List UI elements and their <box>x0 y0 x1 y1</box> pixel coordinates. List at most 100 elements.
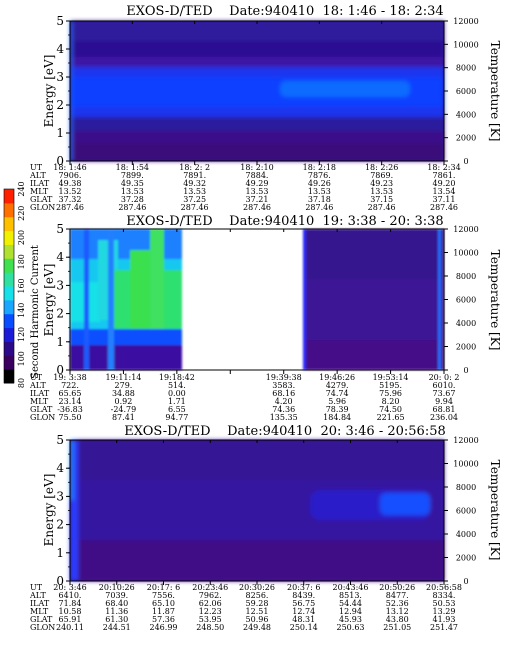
row-label: MLT <box>30 187 49 196</box>
table-cell: 13.54 <box>433 187 456 196</box>
table-cell: 41.93 <box>433 615 456 624</box>
table-cell: 18: 2:34 <box>427 163 460 172</box>
table-cell: 45.93 <box>339 615 362 624</box>
temperature-tick-label: 0 <box>463 577 468 586</box>
table-cell: 49.26 <box>308 179 331 188</box>
table-cell: 74.74 <box>326 389 349 398</box>
table-cell: 19:46:26 <box>319 373 355 382</box>
temperature-tick-label: 6000 <box>456 296 476 305</box>
table-cell: 68.81 <box>433 405 456 414</box>
colorbar-segment <box>4 189 14 204</box>
table-cell: 287.46 <box>243 203 271 212</box>
table-cell: 6.55 <box>168 405 186 414</box>
energy-tick-label: 3 <box>56 489 64 503</box>
energy-tick-label: 0 <box>56 363 64 377</box>
table-cell: 37.21 <box>246 195 269 204</box>
table-cell: 514. <box>168 381 186 390</box>
colorbar-segment <box>4 369 14 384</box>
table-cell: 7962. <box>199 591 222 600</box>
temperature-tick-label: 4000 <box>456 530 476 539</box>
table-cell: 287.46 <box>305 203 333 212</box>
energy-tick-label: 2 <box>56 518 64 532</box>
temperature-tick-label: 8000 <box>456 483 476 492</box>
table-cell: 75.50 <box>59 413 82 422</box>
table-cell: 287.46 <box>56 203 84 212</box>
table-cell: 20:37: 6 <box>287 583 320 592</box>
colorbar-segment <box>4 202 14 218</box>
temperature-tick-label: 4000 <box>456 319 476 328</box>
table-cell: 19: 3:38 <box>53 373 86 382</box>
panel-3-title: EXOS-D/TED Date:940410 20: 3:46 - 20:56:… <box>124 424 446 439</box>
table-cell: 37.11 <box>433 195 456 204</box>
table-cell: 13.53 <box>246 187 269 196</box>
table-cell: 236.04 <box>430 413 458 422</box>
table-cell: 279. <box>115 381 133 390</box>
panel-2-plot <box>69 228 445 371</box>
colorbar-segment <box>4 230 14 245</box>
table-cell: 68.40 <box>105 599 128 608</box>
row-label: UT <box>30 163 43 172</box>
colorbar-tick-label: 240 <box>17 181 26 196</box>
table-cell: 240.11 <box>56 623 84 632</box>
table-cell: 3583. <box>272 381 295 390</box>
table-cell: 37.25 <box>183 195 206 204</box>
temperature-tick-label: 2000 <box>456 343 476 352</box>
table-cell: 73.67 <box>433 389 456 398</box>
table-cell: 12.51 <box>246 607 269 616</box>
colorbar-tick-label: 220 <box>17 206 26 221</box>
table-cell: 56.75 <box>292 599 315 608</box>
table-cell: 59.28 <box>246 599 269 608</box>
colorbar-tick-label: 200 <box>17 230 26 245</box>
table-cell: 62.06 <box>199 599 222 608</box>
row-label: UT <box>30 583 43 592</box>
temperature-tick-label: 10000 <box>453 249 478 258</box>
table-cell: 13.52 <box>59 187 82 196</box>
panel-3-ylabel-right: Temperature [K] <box>488 460 502 561</box>
energy-tick-label: 3 <box>56 70 64 84</box>
table-cell: 37.15 <box>370 195 393 204</box>
table-cell: 37.28 <box>121 195 144 204</box>
table-cell: 7884. <box>246 171 269 180</box>
table-cell: 6410. <box>59 591 82 600</box>
table-cell: 11.87 <box>152 607 175 616</box>
energy-tick-label: 1 <box>56 335 64 349</box>
table-cell: 20: 0: 2 <box>429 373 460 382</box>
table-cell: 244.51 <box>103 623 131 632</box>
row-label: GLAT <box>30 405 53 414</box>
table-cell: 75.96 <box>379 389 402 398</box>
table-cell: 65.91 <box>59 615 82 624</box>
table-cell: 8256. <box>246 591 269 600</box>
table-cell: 94.77 <box>165 413 188 422</box>
table-cell: 19:53:14 <box>373 373 409 382</box>
colorbar-segment <box>4 244 14 259</box>
table-cell: 68.16 <box>272 389 295 398</box>
table-cell: 65.65 <box>59 389 82 398</box>
energy-tick-label: 4 <box>56 42 64 56</box>
table-cell: 13.53 <box>183 187 206 196</box>
table-cell: 250.14 <box>290 623 318 632</box>
table-cell: 18: 1:46 <box>53 163 86 172</box>
colorbar-segment <box>4 286 14 301</box>
table-cell: 7876. <box>308 171 331 180</box>
table-cell: 8439. <box>292 591 315 600</box>
energy-tick-label: 4 <box>56 250 64 264</box>
table-cell: 49.38 <box>59 179 82 188</box>
table-cell: 722. <box>61 381 79 390</box>
table-cell: 20:30:26 <box>239 583 275 592</box>
table-cell: 8477. <box>386 591 409 600</box>
colorbar-segment <box>4 327 14 342</box>
table-cell: 7899. <box>121 171 144 180</box>
table-cell: 20: 3:46 <box>53 583 86 592</box>
table-cell: 249.48 <box>243 623 271 632</box>
panel-3-ylabel: Energy [eV] <box>42 474 56 547</box>
table-cell: 7891. <box>183 171 206 180</box>
table-cell: 49.35 <box>121 179 144 188</box>
panel-2-ylabel-right: Temperature [K] <box>488 250 502 351</box>
table-cell: 18: 2:26 <box>365 163 398 172</box>
row-label: GLON <box>30 413 55 422</box>
panel-1: EXOS-D/TED Date:940410 18: 1:46 - 18: 2:… <box>29 4 502 212</box>
table-cell: 287.46 <box>181 203 209 212</box>
table-cell: 20:43:46 <box>333 583 369 592</box>
row-label: ILAT <box>30 179 50 188</box>
row-label: UT <box>30 373 43 382</box>
